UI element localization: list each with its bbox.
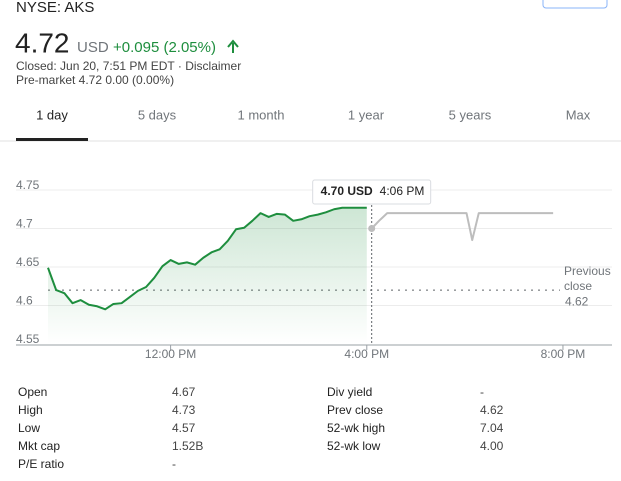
prev-close-label: Previous close	[564, 264, 611, 293]
area-fill	[48, 207, 367, 344]
tooltip-box	[312, 179, 432, 205]
stat-value: 1.52B	[172, 439, 203, 453]
stat-value: -	[480, 385, 484, 399]
y-tick-label: 4.6	[16, 294, 33, 308]
stat-value: 4.57	[172, 421, 196, 435]
tooltip-time: 4:06 PM	[380, 184, 425, 198]
tab[interactable]: 5 days	[138, 107, 177, 122]
prev-close-value: 4.62	[565, 294, 589, 308]
y-tick-label: 4.75	[16, 178, 40, 192]
x-tick-label: 12:00 PM	[145, 347, 196, 361]
tab[interactable]: 1 month	[238, 107, 285, 122]
x-tick-label: 8:00 PM	[541, 347, 586, 361]
tab[interactable]: Max	[566, 107, 591, 122]
symbol: NYSE: AKS	[16, 0, 94, 16]
stat-label: High	[18, 403, 43, 417]
stat-label: Open	[18, 385, 47, 399]
stat-label: Div yield	[327, 385, 372, 399]
stat-value: 4.00	[480, 439, 504, 453]
stat-value: 4.67	[172, 385, 196, 399]
tab[interactable]: 1 year	[348, 107, 385, 122]
stat-label: Low	[18, 421, 40, 435]
price-line	[370, 212, 554, 242]
crosshair-dot	[368, 225, 376, 232]
up-arrow	[227, 39, 239, 53]
y-tick-label: 4.65	[16, 255, 40, 269]
tab[interactable]: 1 day	[36, 107, 68, 122]
x-tick-label: 4:00 PM	[344, 347, 389, 361]
stat-label: P/E ratio	[18, 457, 64, 471]
closed-info: Closed: Jun 20, 7:51 PM EDT · Disclaimer	[16, 59, 241, 73]
y-tick-label: 4.7	[16, 217, 33, 231]
currency: USD	[77, 39, 109, 56]
stat-label: Mkt cap	[18, 439, 60, 453]
stat-value: 7.04	[480, 421, 504, 435]
stat-label: 52-wk high	[327, 421, 385, 435]
follow-button[interactable]	[542, 0, 608, 9]
tab[interactable]: 5 years	[449, 107, 492, 122]
price: 4.72	[15, 27, 70, 58]
stat-value: 4.62	[480, 403, 504, 417]
premarket-info: Pre-market 4.72 0.00 (0.00%)	[16, 73, 174, 87]
active-tab-underline	[16, 138, 88, 141]
stat-value: 4.73	[172, 403, 196, 417]
stat-label: 52-wk low	[327, 439, 381, 453]
stat-label: Prev close	[327, 403, 383, 417]
change: +0.095 (2.05%)	[113, 39, 216, 56]
price-line	[47, 206, 367, 311]
tooltip-value: 4.70 USD	[321, 184, 373, 198]
y-tick-label: 4.55	[16, 332, 40, 346]
stat-value: -	[172, 457, 176, 471]
